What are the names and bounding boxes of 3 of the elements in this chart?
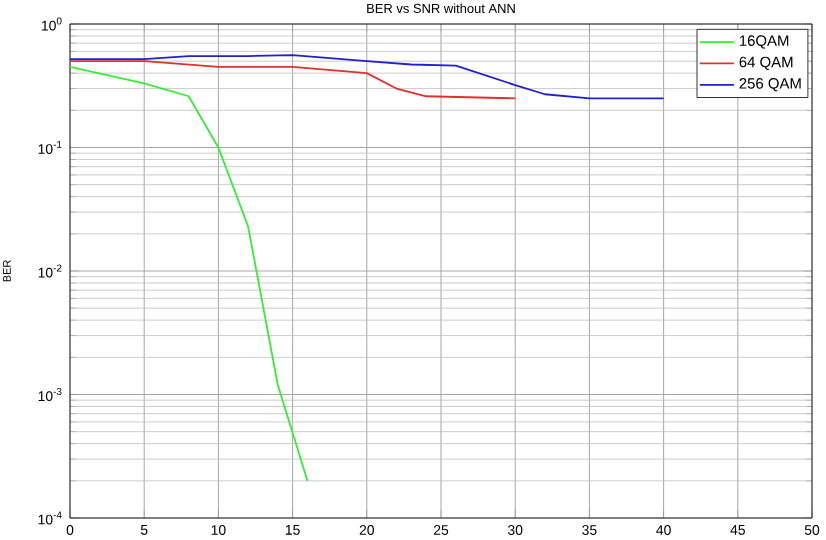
line-series <box>70 65 309 482</box>
line-series <box>70 54 665 100</box>
line-series <box>70 60 517 100</box>
